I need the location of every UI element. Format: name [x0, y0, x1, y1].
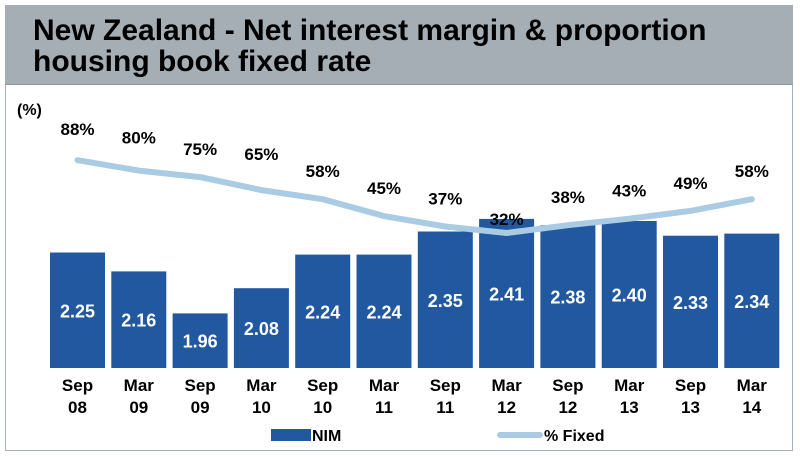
fixed-percent-label: 45% [367, 179, 401, 198]
nim-value-label: 2.08 [244, 319, 279, 339]
fixed-percent-label: 80% [122, 129, 156, 148]
nim-value-label: 2.25 [60, 301, 95, 321]
x-tick-label-year: 12 [558, 398, 577, 417]
x-tick-label-year: 08 [68, 398, 87, 417]
nim-value-label: 2.38 [550, 288, 585, 308]
x-tick-label-month: Mar [614, 376, 645, 395]
nim-bar [233, 288, 289, 368]
fixed-percent-line [74, 157, 755, 236]
fixed-percent-label: 32% [490, 210, 524, 229]
x-tick-label-month: Sep [675, 376, 706, 395]
x-tick-label-month: Mar [491, 376, 522, 395]
x-tick-label-month: Sep [185, 376, 216, 395]
x-tick-label-month: Mar [737, 376, 768, 395]
x-tick-label-month: Mar [246, 376, 277, 395]
nim-bar [111, 271, 167, 368]
fixed-percent-label: 88% [60, 120, 94, 139]
chart-title: New Zealand - Net interest margin & prop… [33, 14, 707, 78]
nim-bar [479, 218, 535, 368]
fixed-percent-label: 58% [306, 162, 340, 181]
fixed-percent-label: 38% [551, 188, 585, 207]
nim-value-label: 1.96 [183, 332, 218, 352]
nim-bar [295, 254, 351, 368]
x-tick-label-month: Sep [62, 376, 93, 395]
line-group [74, 157, 755, 236]
x-tick-label-month: Sep [552, 376, 583, 395]
fixed-percent-label: 58% [735, 162, 769, 181]
y-axis-unit-label: (%) [17, 102, 42, 119]
x-tick-label-month: Mar [369, 376, 400, 395]
x-tick-label-year: 11 [375, 398, 393, 417]
nim-bar [417, 231, 473, 368]
nim-value-label: 2.41 [489, 284, 524, 304]
x-tick-label-year: 10 [252, 398, 271, 417]
nim-value-label: 2.16 [121, 311, 156, 331]
nim-bar [663, 235, 718, 368]
fixed-percent-label: 37% [428, 190, 462, 209]
nim-value-label: 2.34 [734, 292, 769, 312]
x-tick-label-year: 10 [313, 398, 332, 417]
x-tick-label-month: Sep [307, 376, 338, 395]
nim-bar [540, 225, 596, 368]
fixed-percent-label: 49% [673, 174, 707, 193]
nim-bar [601, 221, 657, 368]
nim-value-label: 2.24 [305, 302, 340, 322]
legend-nim-label: NIM [312, 428, 341, 445]
nim-value-label: 2.33 [673, 293, 708, 313]
legend-nim-swatch [271, 429, 311, 441]
x-tick-label-year: 11 [436, 398, 454, 417]
title-bar: New Zealand - Net interest margin & prop… [5, 5, 793, 85]
x-tick-label-month: Mar [124, 376, 155, 395]
x-tick-label-year: 13 [681, 398, 700, 417]
x-tick-label-year: 09 [191, 398, 210, 417]
legend-fixed-label: % Fixed [544, 428, 604, 445]
labels-group: 2.25 Sep 08 2.16 Mar 09 1.96 Sep 09 2.08 Mar 10 2.24… [60, 120, 769, 417]
x-tick-label-year: 14 [742, 398, 761, 417]
fixed-percent-label: 65% [244, 145, 278, 164]
x-tick-label-year: 13 [620, 398, 639, 417]
x-tick-label-month: Sep [430, 376, 461, 395]
legend: NIM % Fixed [271, 428, 604, 445]
fixed-percent-label: 43% [612, 182, 646, 201]
bars-group [50, 218, 780, 368]
fixed-percent-label: 75% [183, 140, 217, 159]
nim-value-label: 2.40 [612, 286, 647, 306]
nim-bar [172, 313, 228, 368]
x-tick-label-year: 12 [497, 398, 516, 417]
nim-bar [356, 254, 412, 368]
nim-bar [724, 233, 780, 368]
x-tick-label-year: 09 [129, 398, 148, 417]
nim-value-label: 2.24 [366, 302, 401, 322]
nim-value-label: 2.35 [428, 291, 463, 311]
nim-bar [50, 252, 105, 368]
